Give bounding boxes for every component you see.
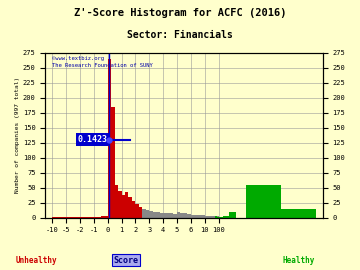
Bar [281, 209, 316, 218]
Bar [212, 216, 215, 218]
Bar [198, 215, 201, 218]
Bar [132, 201, 135, 218]
Text: ©www.textbiz.org: ©www.textbiz.org [52, 56, 104, 60]
Bar [167, 214, 170, 218]
Bar [229, 212, 236, 218]
Bar [219, 217, 221, 218]
Bar [174, 214, 177, 218]
Bar [187, 214, 191, 218]
Bar [142, 209, 146, 218]
Bar [180, 213, 184, 218]
Bar [177, 212, 180, 218]
Bar [184, 214, 187, 218]
Bar [194, 215, 198, 218]
Bar [52, 217, 62, 218]
Bar [72, 217, 81, 218]
Bar [146, 211, 149, 218]
Bar [149, 211, 153, 218]
Bar [170, 214, 174, 218]
Text: 0.1423: 0.1423 [78, 135, 108, 144]
Bar [111, 217, 120, 218]
Bar [129, 197, 132, 218]
Bar [205, 216, 208, 218]
Bar [118, 191, 122, 218]
Bar [215, 217, 217, 218]
Bar [246, 185, 281, 218]
Text: Z'-Score Histogram for ACFC (2016): Z'-Score Histogram for ACFC (2016) [74, 8, 286, 18]
Text: Sector: Financials: Sector: Financials [127, 30, 233, 40]
Bar [125, 193, 129, 218]
Bar [111, 107, 114, 218]
Bar [201, 215, 205, 218]
Bar [135, 204, 139, 218]
Bar [120, 216, 130, 218]
Bar [139, 207, 142, 218]
Bar [215, 217, 219, 218]
Bar [114, 185, 118, 218]
Bar [109, 215, 119, 218]
Text: Score: Score [113, 256, 139, 265]
Bar [224, 217, 229, 218]
Bar [208, 216, 212, 218]
Y-axis label: Number of companies (997 total): Number of companies (997 total) [15, 77, 20, 193]
Bar [159, 213, 163, 218]
Bar [108, 59, 111, 218]
Text: Unhealthy: Unhealthy [15, 256, 57, 265]
Bar [101, 217, 111, 218]
Bar [81, 217, 91, 218]
Bar [217, 217, 219, 218]
Bar [153, 212, 156, 218]
Bar [122, 195, 125, 218]
Bar [221, 217, 224, 218]
Bar [163, 213, 167, 218]
Bar [91, 217, 101, 218]
Bar [101, 217, 111, 218]
Bar [156, 212, 159, 218]
Text: The Research Foundation of SUNY: The Research Foundation of SUNY [52, 63, 153, 68]
Bar [191, 215, 194, 218]
Text: Healthy: Healthy [283, 256, 315, 265]
Bar [62, 217, 72, 218]
